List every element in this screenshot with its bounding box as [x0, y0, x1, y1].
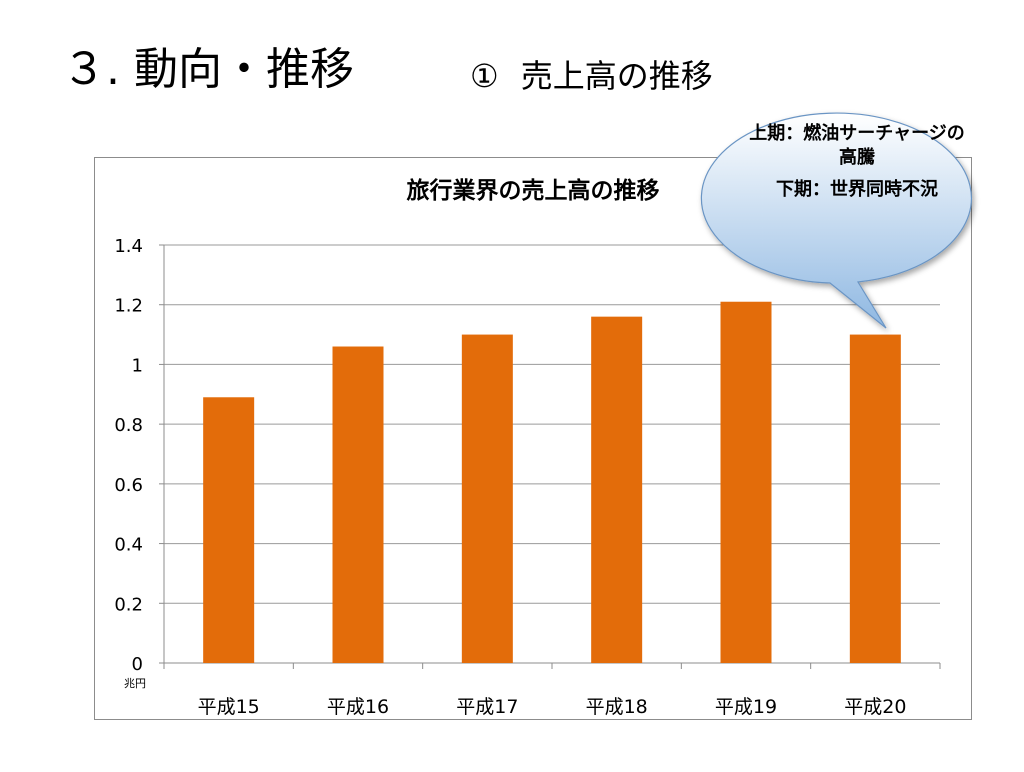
- y-tick-label: 0.6: [114, 475, 143, 496]
- x-tick-label: 平成17: [456, 696, 518, 718]
- y-tick-label: 0.8: [114, 415, 143, 436]
- bar-平成16: [332, 346, 384, 663]
- y-tick-label: 1.2: [114, 296, 143, 317]
- bar-平成15: [203, 397, 255, 663]
- chart-frame: 旅行業界の売上高の推移 0 0.2 0.4 0.6 0.8 1 1.2 1.4 平成15 平成1…: [94, 157, 972, 720]
- bar-平成20: [849, 334, 901, 663]
- x-tick-label: 平成19: [715, 696, 777, 718]
- x-tick-label: 平成15: [198, 696, 260, 718]
- x-tick-label: 平成20: [844, 696, 906, 718]
- bar-chart: 旅行業界の売上高の推移 00.20.40.60.811.21.4 平成15 平成1…: [114, 177, 941, 718]
- y-tick-label: 1.4: [114, 236, 143, 257]
- y-tick-label: 1: [132, 355, 143, 376]
- subtitle-number: ①: [470, 57, 499, 95]
- x-tick-labels: 平成15 平成16 平成17 平成18 平成19 平成20: [198, 696, 907, 718]
- y-tick-label: 0.4: [114, 535, 143, 556]
- bar-平成17: [461, 334, 513, 663]
- y-tick-label: 0: [132, 654, 143, 675]
- bar-平成18: [591, 316, 643, 663]
- y-tick-labels: 0 0.2 0.4 0.6 0.8 1 1.2 1.4: [114, 236, 143, 675]
- chart-title: 旅行業界の売上高の推移: [407, 177, 660, 204]
- x-tick-label: 平成18: [586, 696, 648, 718]
- bar-平成19: [720, 301, 772, 663]
- slide-subtitle: ① 売上高の推移: [470, 52, 713, 100]
- y-tick-label: 0.2: [114, 594, 143, 615]
- bars: [203, 301, 901, 663]
- subtitle-text: 売上高の推移: [520, 57, 713, 95]
- gridlines: [159, 244, 941, 669]
- x-tick-label: 平成16: [327, 696, 389, 718]
- unit-label: 兆円: [124, 677, 146, 690]
- slide-title: ３. 動向・推移: [62, 44, 354, 95]
